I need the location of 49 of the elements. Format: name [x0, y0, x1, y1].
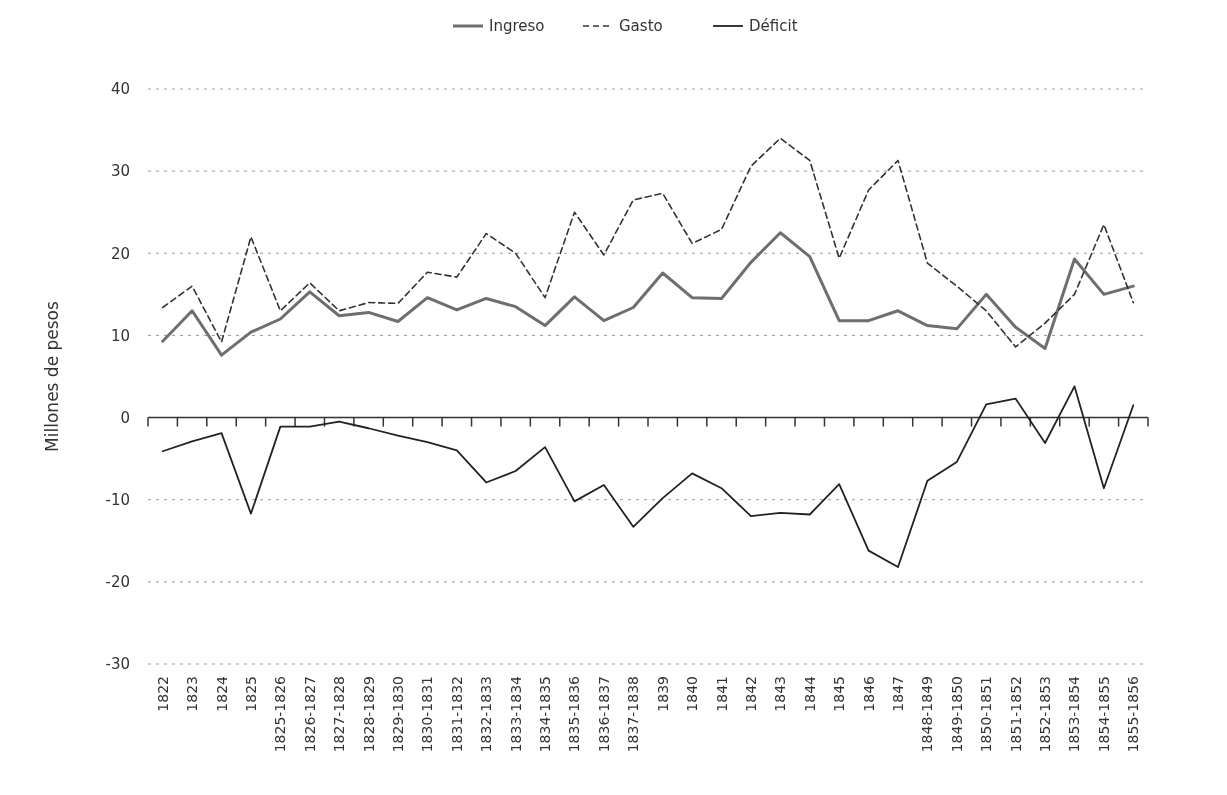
x-tick-label: 1854-1855 — [1095, 676, 1112, 753]
x-tick-label: 1831-1832 — [448, 676, 465, 753]
x-tick-label: 1837-1838 — [625, 676, 642, 753]
x-tick-label: 1852-1853 — [1037, 676, 1054, 753]
x-tick-label: 1822 — [154, 676, 171, 712]
x-tick-label: 1851-1852 — [1007, 676, 1024, 753]
x-tick-label: 1840 — [684, 676, 701, 712]
y-tick-label: -10 — [105, 490, 130, 509]
x-tick-label: 1845 — [831, 676, 848, 712]
y-tick-label: 40 — [110, 80, 130, 99]
x-tick-label: 1841 — [713, 676, 730, 712]
x-tick-label: 1827-1828 — [331, 676, 348, 753]
y-tick-label: 0 — [120, 408, 130, 427]
x-tick-label: 1849-1850 — [948, 676, 965, 753]
x-tick-label: 1847 — [890, 676, 906, 712]
x-tick-label: 1833-1834 — [507, 675, 524, 753]
x-tick-label: 1850-1851 — [978, 676, 995, 753]
x-tick-label: 1844 — [801, 675, 818, 712]
x-tick-label: 1835-1836 — [566, 675, 583, 753]
x-tick-label: 1839 — [654, 676, 671, 712]
x-tick-label: 1825-1826 — [272, 675, 289, 753]
x-tick-label: 1830-1831 — [419, 676, 436, 753]
y-tick-label: 20 — [110, 244, 130, 263]
x-tick-label: 1834-1835 — [537, 676, 554, 753]
x-tick-label: 1842 — [742, 676, 759, 712]
x-tick-label: 1824 — [213, 675, 230, 712]
x-tick-label: 1848-1849 — [919, 676, 936, 753]
x-tick-label: 1825 — [242, 676, 259, 712]
x-tick-label: 1855-1856 — [1125, 675, 1142, 753]
legend-label: Gasto — [619, 17, 663, 36]
x-tick-label: 1843 — [772, 676, 789, 712]
legend-label: Ingreso — [489, 17, 545, 36]
legend-label: Déficit — [749, 17, 798, 36]
line-series — [161, 385, 1135, 568]
y-axis-title: Millones de pesos — [42, 300, 62, 452]
x-tick-label: 1828-1829 — [360, 676, 377, 753]
y-tick-label: -30 — [105, 655, 130, 674]
y-tick-label: 10 — [110, 326, 130, 345]
y-tick-label: 30 — [110, 162, 130, 181]
x-tick-label: 1823 — [184, 676, 201, 712]
x-tick-label: 1846 — [860, 675, 877, 712]
x-tick-label: 1829-1830 — [390, 676, 406, 753]
x-tick-label: 1853-1854 — [1066, 675, 1083, 753]
x-tick-label: 1832-1833 — [478, 676, 495, 753]
line-series — [161, 137, 1135, 348]
x-tick-label: 1826-1827 — [301, 676, 318, 753]
line-series — [161, 231, 1135, 357]
y-tick-label: -20 — [105, 573, 130, 592]
x-tick-label: 1836-1837 — [595, 676, 612, 753]
